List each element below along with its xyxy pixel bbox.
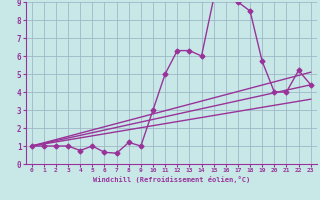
X-axis label: Windchill (Refroidissement éolien,°C): Windchill (Refroidissement éolien,°C)	[92, 176, 250, 183]
